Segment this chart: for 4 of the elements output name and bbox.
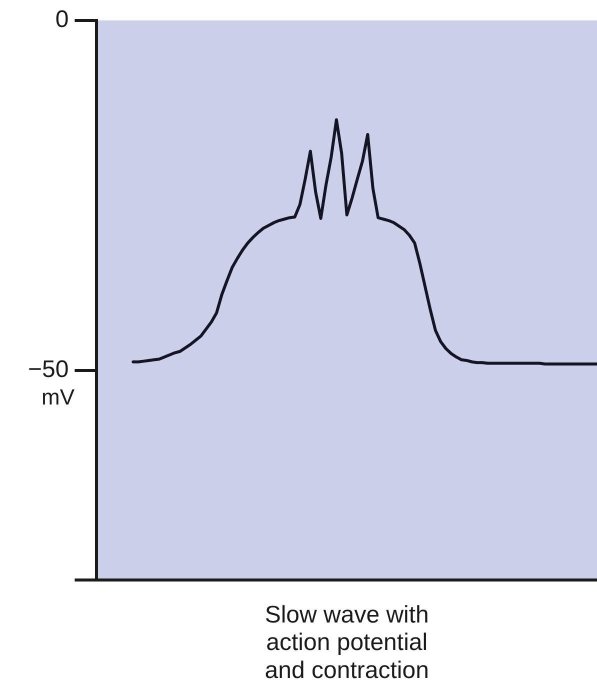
- y-tick-label: −50: [28, 356, 69, 383]
- x-axis-title: Slow wave with action potential and contraction: [264, 602, 429, 684]
- y-tick-label: 0: [55, 6, 69, 34]
- y-axis-title: mV: [42, 384, 75, 410]
